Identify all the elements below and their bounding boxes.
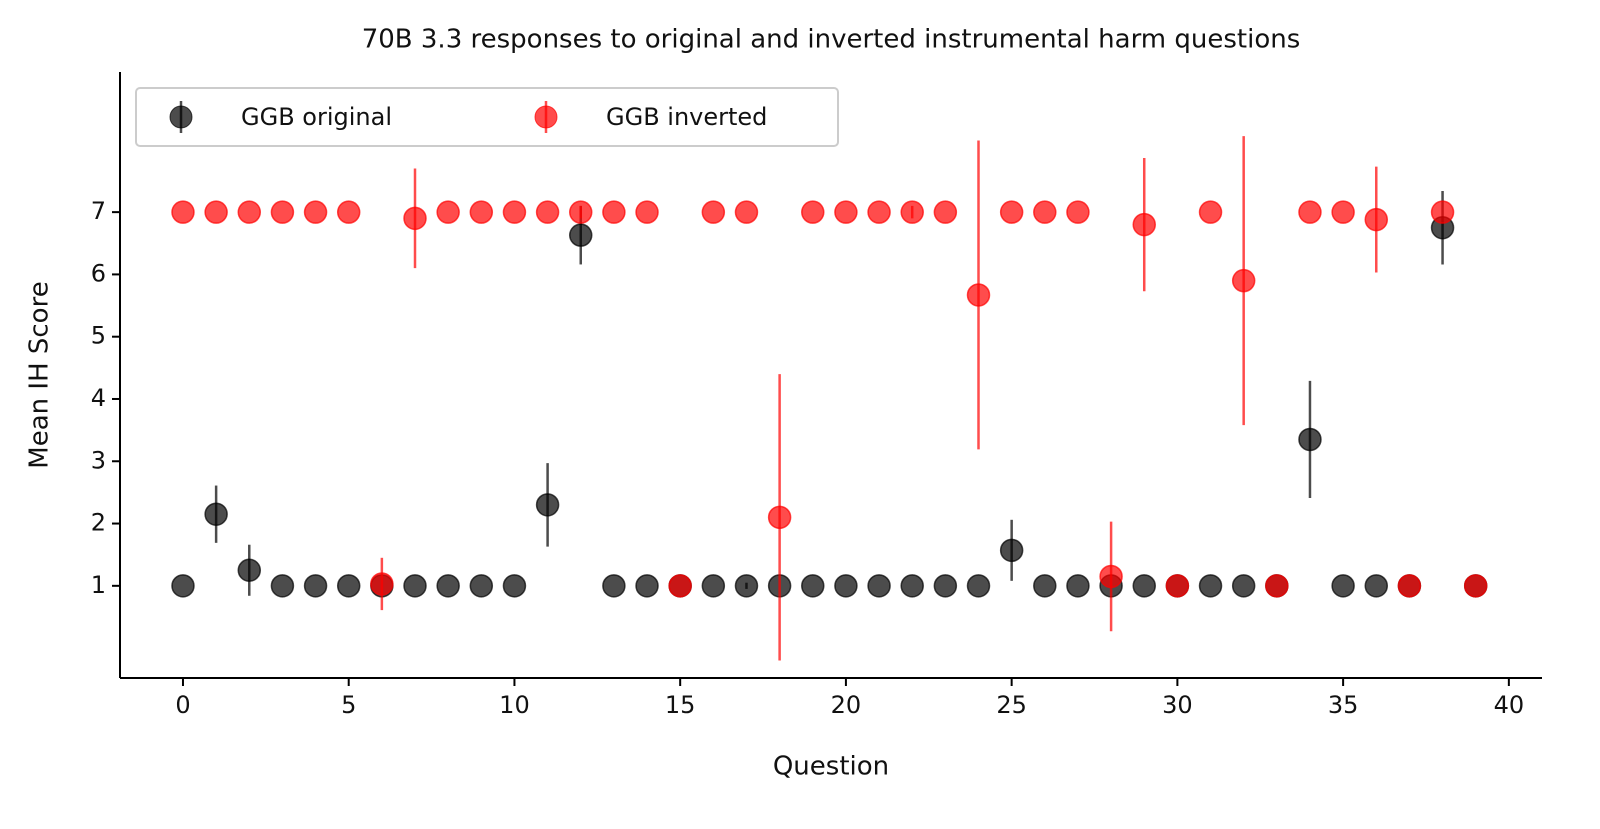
point xyxy=(237,558,262,583)
point xyxy=(602,574,626,598)
point xyxy=(502,574,527,598)
point xyxy=(1198,574,1223,598)
point xyxy=(370,572,394,596)
point xyxy=(933,200,958,224)
point xyxy=(701,574,726,598)
point xyxy=(1331,574,1355,598)
point xyxy=(1033,200,1057,224)
legend-marker xyxy=(169,105,193,129)
point xyxy=(237,200,262,224)
point xyxy=(1132,212,1156,237)
point xyxy=(966,283,991,307)
point xyxy=(436,200,460,224)
point xyxy=(767,505,792,530)
point xyxy=(303,200,328,224)
point xyxy=(801,574,825,598)
x-tick-label: 25 xyxy=(996,691,1027,719)
point xyxy=(966,574,991,598)
point xyxy=(635,200,659,224)
point xyxy=(568,223,593,247)
point xyxy=(900,574,924,598)
point xyxy=(1033,574,1057,598)
y-tick-label: 3 xyxy=(91,446,106,474)
point xyxy=(701,200,726,224)
x-axis-label: Question xyxy=(773,752,889,782)
point xyxy=(1198,200,1223,224)
x-tick-label: 20 xyxy=(831,691,862,719)
point xyxy=(1298,427,1322,452)
point xyxy=(900,200,924,224)
point xyxy=(535,493,560,517)
point xyxy=(204,200,228,224)
point xyxy=(568,200,593,224)
x-tick-label: 10 xyxy=(499,691,530,719)
point xyxy=(1066,200,1090,224)
point xyxy=(867,574,891,598)
point xyxy=(1066,574,1090,598)
point xyxy=(303,574,328,598)
point xyxy=(171,574,195,598)
point xyxy=(668,574,692,598)
legend-label: GGB original xyxy=(241,103,392,131)
point xyxy=(469,574,494,598)
point xyxy=(171,200,195,224)
point xyxy=(469,200,494,224)
legend-label: GGB inverted xyxy=(606,103,767,131)
y-tick-label: 7 xyxy=(91,197,106,225)
point xyxy=(1265,574,1289,598)
point xyxy=(834,574,858,598)
point xyxy=(635,574,659,598)
y-tick-label: 1 xyxy=(91,571,106,599)
point xyxy=(999,538,1024,563)
point xyxy=(1298,200,1322,224)
point xyxy=(1099,564,1123,589)
x-tick-label: 30 xyxy=(1162,691,1193,719)
point xyxy=(999,200,1024,224)
y-tick-label: 2 xyxy=(91,509,106,537)
point xyxy=(535,200,560,224)
point xyxy=(1463,574,1488,598)
y-tick-label: 6 xyxy=(91,259,106,287)
point xyxy=(1430,200,1455,224)
point xyxy=(1165,574,1190,598)
point xyxy=(801,200,825,224)
x-tick-label: 5 xyxy=(341,691,356,719)
point xyxy=(403,574,427,598)
point xyxy=(734,200,759,224)
point xyxy=(1231,574,1256,598)
point xyxy=(270,200,295,224)
point xyxy=(403,206,427,231)
y-axis-label: Mean IH Score xyxy=(25,281,55,468)
point xyxy=(1364,207,1389,232)
point xyxy=(1364,574,1389,598)
x-tick-label: 15 xyxy=(665,691,696,719)
legend-marker xyxy=(534,105,558,129)
x-tick-label: 35 xyxy=(1328,691,1359,719)
point xyxy=(270,574,295,598)
point xyxy=(734,574,759,598)
point xyxy=(336,200,361,224)
point xyxy=(1231,268,1256,293)
point xyxy=(834,200,858,224)
point xyxy=(602,200,626,224)
point xyxy=(1397,574,1422,598)
point xyxy=(336,574,361,598)
x-tick-label: 0 xyxy=(175,691,190,719)
point xyxy=(436,574,460,598)
point xyxy=(867,200,891,224)
point xyxy=(1132,574,1156,598)
legend-box xyxy=(135,87,839,147)
y-tick-label: 4 xyxy=(91,384,106,412)
chart-title: 70B 3.3 responses to original and invert… xyxy=(362,25,1301,55)
point xyxy=(204,502,228,526)
y-tick-label: 5 xyxy=(91,322,106,350)
point xyxy=(933,574,958,598)
x-tick-label: 40 xyxy=(1494,691,1525,719)
point xyxy=(1331,200,1355,224)
point xyxy=(502,200,527,224)
